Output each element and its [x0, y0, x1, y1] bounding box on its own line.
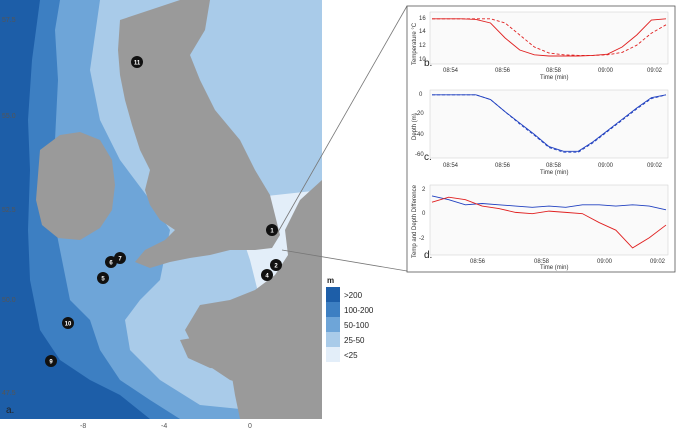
site-marker-6[interactable]: 6 [105, 256, 117, 268]
site-label-6: 6 [109, 261, 113, 267]
panel-c-ytick: -20 [415, 111, 424, 117]
panel-b-letter: b. [424, 58, 432, 69]
site-label-5: 5 [101, 277, 105, 283]
site-label-2: 2 [274, 264, 278, 270]
legend-swatch-1 [326, 287, 340, 302]
panel-c-xticks: 08:54 08:56 08:58 09:00 09:02 [443, 163, 663, 169]
site-label-1: 1 [270, 229, 274, 235]
site-marker-11[interactable]: 11 [131, 56, 143, 68]
panel-b-yticks: 16 14 12 10 [419, 16, 426, 63]
lat-tick-52-5: 52.5 [2, 207, 16, 214]
panel-c-ylabel: Depth (m) [412, 113, 418, 140]
panel-c-series-line-1 [432, 94, 667, 152]
panel-b-xtick: 08:56 [495, 68, 511, 74]
france-west-land [230, 360, 322, 419]
legend-swatch-2 [326, 302, 340, 317]
panel-b-xtick: 09:02 [647, 68, 663, 74]
panel-b-series-line-1 [432, 18, 667, 57]
panel-d-ytick: 2 [422, 187, 426, 193]
legend-title: m [327, 276, 334, 285]
panel-b-ytick: 12 [419, 43, 426, 49]
panel-b-ytick: 16 [419, 16, 426, 22]
panel-d-series-line-2 [431, 196, 667, 249]
site-label-10: 10 [65, 322, 72, 328]
panel-d-plot-area [429, 184, 669, 256]
legend-label-3: 50-100 [344, 321, 369, 330]
panel-b-xtick: 08:58 [546, 68, 562, 74]
legend-label-2: 100-200 [344, 306, 374, 315]
panel-d-xlabel: Time (min) [540, 265, 568, 271]
site-marker-7[interactable]: 7 [114, 252, 126, 264]
panel-d-ylabel: Temp and Depth Difference [412, 184, 418, 258]
panel-d-series-line-1 [431, 195, 667, 211]
panel-d-xtick: 09:02 [650, 259, 666, 265]
panel-c-letter: c. [424, 152, 432, 163]
site-marker-9[interactable]: 9 [45, 355, 57, 367]
panel-c-ytick: -60 [415, 152, 424, 158]
panel-d-ytick: -2 [419, 236, 425, 242]
panel-b-series-line-2 [432, 18, 667, 56]
panel-c-xlabel: Time (min) [540, 170, 568, 176]
brittany-land [180, 335, 250, 370]
panel-d-ytick: 0 [422, 211, 426, 217]
panel-label-a: a. [6, 405, 14, 416]
panel-d-yticks: 2 0 -2 [419, 187, 426, 242]
site-marker-2[interactable]: 2 [270, 259, 282, 271]
lat-tick-57-5: 57.5 [2, 17, 16, 24]
panel-b-xlabel: Time (min) [540, 75, 568, 81]
panel-b-plot-area [429, 11, 669, 65]
panel-b-ytick: 14 [419, 29, 426, 35]
panel-c-ytick: -40 [415, 132, 424, 138]
site-marker-10[interactable]: 10 [62, 317, 74, 329]
site-label-11: 11 [134, 61, 141, 67]
panel-b-xtick: 08:54 [443, 68, 459, 74]
panel-d-xtick: 08:58 [534, 259, 550, 265]
panel-b: Temperature °C Time (min) b. 16 14 12 10… [412, 11, 669, 81]
panel-c-xtick: 08:54 [443, 163, 459, 169]
panel-d-xticks: 08:56 08:58 09:00 09:02 [470, 259, 666, 265]
panel-c-xtick: 09:02 [647, 163, 663, 169]
site-label-9: 9 [49, 360, 53, 366]
panel-b-ylabel: Temperature °C [412, 22, 418, 65]
site-marker-5[interactable]: 5 [97, 272, 109, 284]
legend-label-5: <25 [344, 351, 358, 360]
lon-tick-minus8: -8 [80, 423, 86, 429]
site-label-7: 7 [118, 257, 122, 263]
panel-d-letter: d. [424, 250, 432, 261]
panel-c-yticks: 0 -20 -40 -60 [415, 92, 424, 158]
panel-c-series-line-2 [432, 94, 667, 153]
lat-tick-50-0: 50.0 [2, 297, 16, 304]
lon-tick-0: 0 [248, 423, 252, 429]
connector-line-top [277, 5, 408, 233]
panel-c-xtick: 08:56 [495, 163, 511, 169]
legend-swatch-4 [326, 332, 340, 347]
legend-label-1: >200 [344, 291, 363, 300]
site-marker-1[interactable]: 1 [266, 224, 278, 236]
lon-tick-minus4: -4 [161, 423, 167, 429]
panel-d: Temp and Depth Difference Time (min) d. … [412, 184, 669, 271]
legend: >200 100-200 50-100 25-50 <25 [326, 287, 374, 362]
panel-b-ytick: 10 [419, 57, 426, 63]
panel-c-xtick: 09:00 [598, 163, 614, 169]
legend-swatch-5 [326, 347, 340, 362]
panel-b-xtick: 09:00 [598, 68, 614, 74]
panel-d-xtick: 08:56 [470, 259, 486, 265]
lat-tick-47-5: 47.5 [2, 390, 16, 397]
legend-swatch-3 [326, 317, 340, 332]
site-label-4: 4 [265, 274, 269, 280]
panel-d-xtick: 09:00 [597, 259, 613, 265]
connector-line-bottom [281, 249, 408, 272]
site-marker-4[interactable]: 4 [261, 269, 273, 281]
panel-b-xticks: 08:54 08:56 08:58 09:00 09:02 [443, 68, 663, 74]
great-britain-land [118, 0, 280, 268]
legend-label-4: 25-50 [344, 336, 365, 345]
panel-c-ytick: 0 [419, 92, 423, 98]
ireland-land [36, 132, 115, 240]
lat-tick-55-0: 55.0 [2, 113, 16, 120]
panel-c: Depth (m) Time (min) c. 0 -20 -40 -60 08… [412, 89, 669, 176]
panel-c-xtick: 08:58 [546, 163, 562, 169]
